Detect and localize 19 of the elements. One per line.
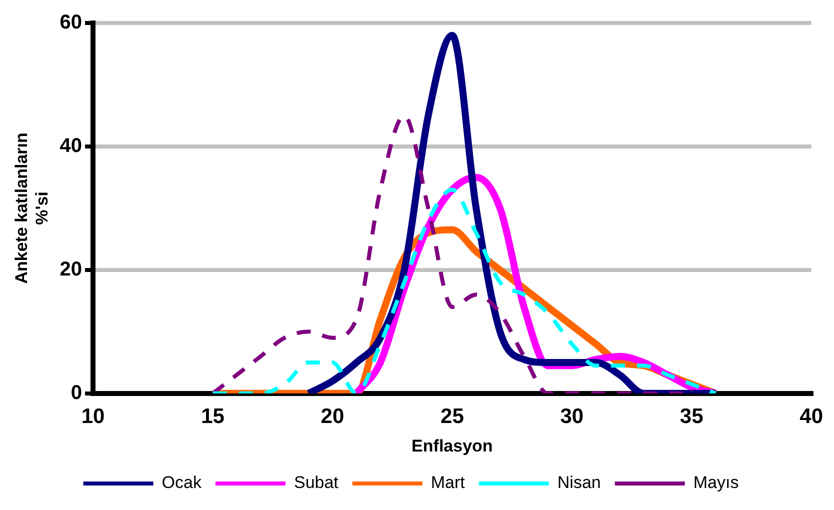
x-axis-title: Enflasyon [412, 436, 493, 456]
x-tick-label: 25 [440, 404, 464, 428]
y-tick-label: 0 [70, 382, 82, 404]
y-axis-title: Ankete katılanların %'si [12, 132, 52, 284]
x-tick-label: 35 [680, 404, 704, 428]
legend-label: Subat [294, 473, 339, 492]
legend-label: Nisan [557, 473, 601, 492]
line-series [210, 188, 718, 394]
x-tick-label: 40 [800, 404, 823, 428]
y-tick-label: 40 [60, 134, 82, 157]
x-tick-label: 20 [320, 404, 344, 428]
legend-label: Mayıs [693, 473, 739, 492]
legend-label: Mart [430, 473, 466, 492]
y-tick-label: 20 [60, 258, 82, 280]
legend-label: Ocak [162, 473, 202, 492]
y-tick-label: 60 [60, 12, 82, 34]
x-tick-label: 30 [560, 404, 584, 428]
x-tick-label: 10 [81, 404, 105, 428]
x-tick-label: 15 [201, 404, 225, 428]
